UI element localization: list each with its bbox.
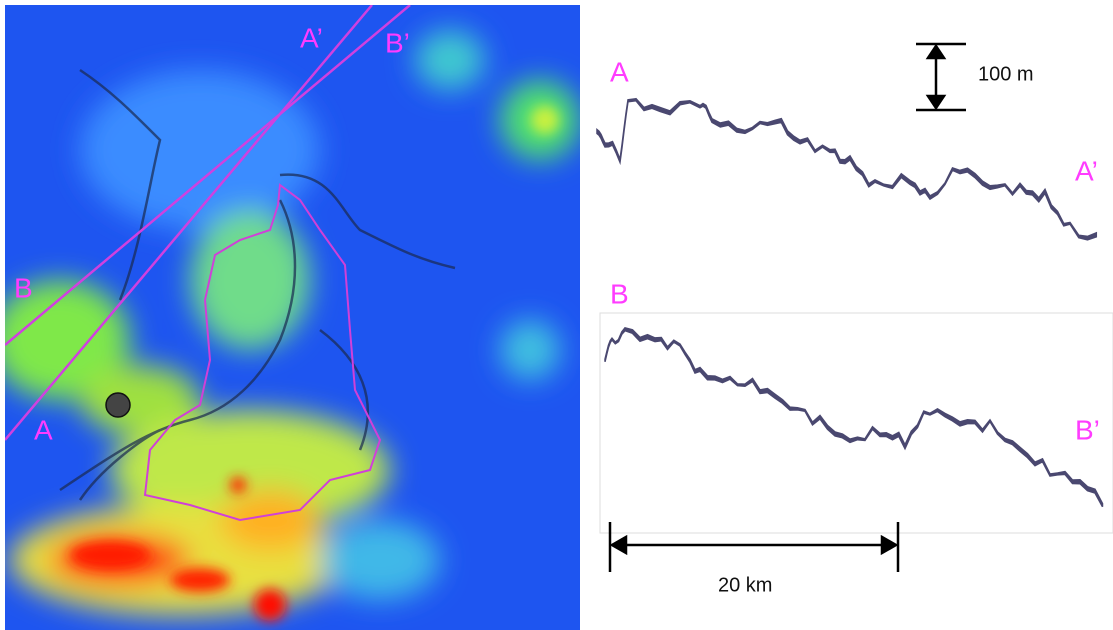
vertical-scale-bar [916,42,966,112]
scale-label: 20 km [718,574,772,596]
scale-label: 100 m [978,63,1034,85]
profile-end: A’ [1075,155,1098,186]
site-marker [105,392,131,418]
map-label: B’ [385,27,410,58]
profile-start: B [610,278,629,309]
profile-b [604,327,1104,508]
map [5,5,580,630]
map-label: A [34,414,53,445]
panel-frame [599,312,1113,534]
profile-end: B’ [1075,414,1100,445]
profile-start: A [610,56,629,87]
drainage [59,68,456,501]
profile-a [596,97,1098,241]
horizontal-scale-bar [608,522,900,572]
profile-line-a [5,5,373,441]
profile-line-b [5,5,411,346]
map-label: A’ [300,22,323,53]
map-label: B [14,272,33,303]
basin-outline [143,183,382,522]
